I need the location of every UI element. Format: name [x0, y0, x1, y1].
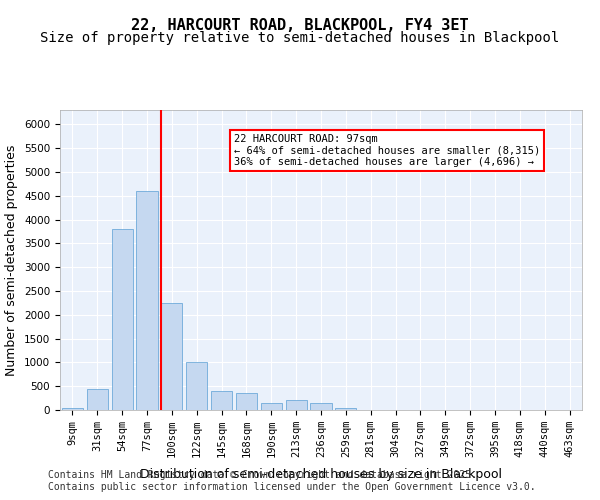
- Text: Size of property relative to semi-detached houses in Blackpool: Size of property relative to semi-detach…: [40, 31, 560, 45]
- Text: 22 HARCOURT ROAD: 97sqm
← 64% of semi-detached houses are smaller (8,315)
36% of: 22 HARCOURT ROAD: 97sqm ← 64% of semi-de…: [234, 134, 540, 167]
- Text: 22, HARCOURT ROAD, BLACKPOOL, FY4 3ET: 22, HARCOURT ROAD, BLACKPOOL, FY4 3ET: [131, 18, 469, 32]
- Bar: [261, 403, 282, 410]
- Bar: [62, 408, 83, 410]
- Text: Contains HM Land Registry data © Crown copyright and database right 2025.: Contains HM Land Registry data © Crown c…: [48, 470, 477, 480]
- Bar: [186, 362, 207, 410]
- Bar: [211, 391, 232, 410]
- Bar: [286, 400, 307, 410]
- Text: Contains public sector information licensed under the Open Government Licence v3: Contains public sector information licen…: [48, 482, 536, 492]
- Bar: [236, 393, 257, 410]
- Y-axis label: Number of semi-detached properties: Number of semi-detached properties: [5, 144, 19, 376]
- Bar: [87, 388, 108, 410]
- Bar: [161, 303, 182, 410]
- Bar: [136, 191, 158, 410]
- Bar: [335, 408, 356, 410]
- X-axis label: Distribution of semi-detached houses by size in Blackpool: Distribution of semi-detached houses by …: [140, 468, 502, 481]
- Bar: [310, 403, 332, 410]
- Bar: [112, 229, 133, 410]
